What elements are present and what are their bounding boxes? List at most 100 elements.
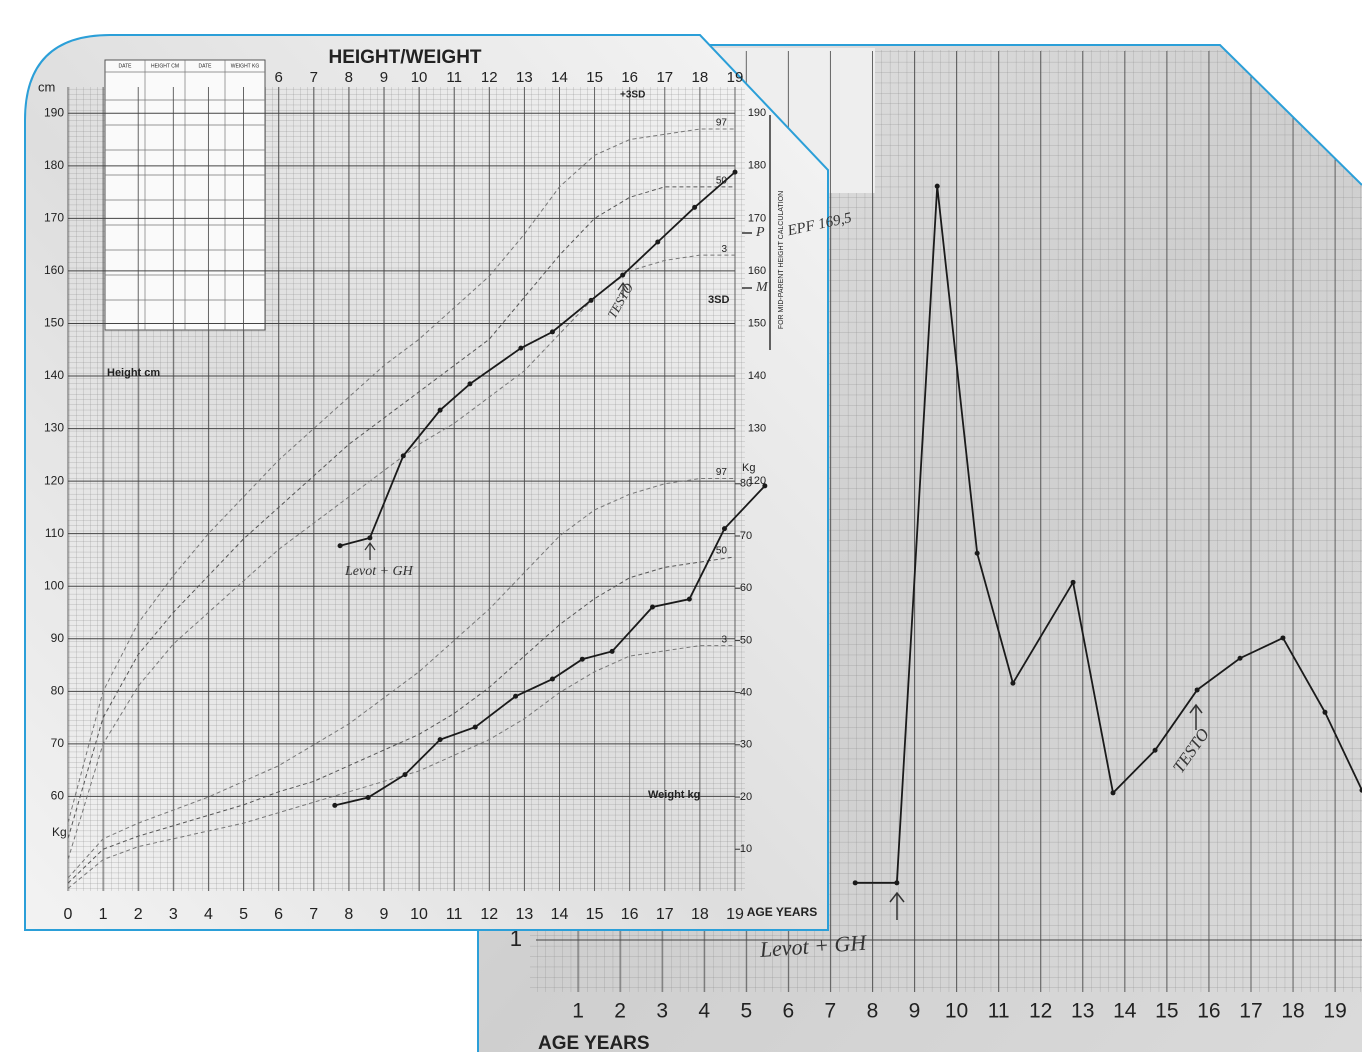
y-tick-label: 90 xyxy=(51,631,65,645)
x-tick-label-top: 18 xyxy=(692,69,709,86)
x-tick-label: 8 xyxy=(867,1000,879,1023)
annotation: M xyxy=(755,280,769,295)
table-header: HEIGHT CM xyxy=(151,63,179,69)
x-tick-label-top: 13 xyxy=(516,69,533,86)
x-tick-label-top: 15 xyxy=(586,69,603,86)
y-tick-label: 160 xyxy=(44,263,64,277)
point xyxy=(1153,748,1158,753)
x-tick-label: 14 xyxy=(1113,1000,1137,1023)
x-axis-label: AGE YEARS xyxy=(747,905,817,919)
percentile-label: 97 xyxy=(716,118,728,129)
x-tick-label: 4 xyxy=(698,1000,710,1023)
y-tick-label: 110 xyxy=(45,526,64,540)
x-tick-label: 5 xyxy=(239,906,248,923)
x-tick-label: 16 xyxy=(621,906,639,923)
chart-title: HEIGHT/WEIGHT xyxy=(328,47,481,68)
point xyxy=(403,772,408,777)
x-tick-label-top: 10 xyxy=(411,69,428,86)
point xyxy=(438,737,443,742)
annotation: Levot + GH xyxy=(344,564,414,579)
x-tick-label-top: 12 xyxy=(481,69,498,86)
point xyxy=(1238,656,1243,661)
y-tick-label: 170 xyxy=(44,211,64,225)
point xyxy=(853,880,858,885)
point xyxy=(367,535,372,540)
point xyxy=(610,649,615,654)
x-tick-label: 17 xyxy=(656,906,674,923)
height-weight-chart: 0123456677889910101111121213131414151516… xyxy=(25,35,854,930)
y-tick-label-right: 150 xyxy=(748,317,766,329)
annotation: 3SD xyxy=(708,294,729,306)
x-tick-label: 11 xyxy=(446,906,463,923)
x-tick-label: 7 xyxy=(825,1000,837,1023)
x-tick-label: 3 xyxy=(169,906,178,923)
y2-tick-label: 20 xyxy=(740,791,752,803)
point xyxy=(438,408,443,413)
x-tick-label: 8 xyxy=(344,906,353,923)
point xyxy=(692,205,697,210)
point xyxy=(1195,687,1200,692)
x-tick-label-top: 14 xyxy=(551,69,568,86)
point xyxy=(935,184,940,189)
percentile-label: 97 xyxy=(716,467,728,478)
x-tick-label: 17 xyxy=(1239,1000,1262,1023)
table-header: DATE xyxy=(199,63,213,69)
y2-tick-label: 30 xyxy=(740,739,752,751)
x-tick-label: 3 xyxy=(656,1000,668,1023)
y-tick-label: 180 xyxy=(44,158,64,172)
point xyxy=(1111,790,1116,795)
point xyxy=(589,298,594,303)
y2-tick-label: 80 xyxy=(740,478,752,490)
point xyxy=(1010,681,1015,686)
point xyxy=(401,453,406,458)
point xyxy=(722,526,727,531)
y2-tick-label: 60 xyxy=(740,582,752,594)
x-tick-label: 16 xyxy=(1197,1000,1220,1023)
x-tick-label: 12 xyxy=(1029,1000,1052,1023)
x-tick-label: 15 xyxy=(1155,1000,1178,1023)
point xyxy=(650,604,655,609)
y-tick-label-right: 170 xyxy=(748,212,766,224)
x-tick-label-top: 9 xyxy=(380,69,388,86)
point xyxy=(366,795,371,800)
x-tick-label: 1 xyxy=(572,1000,584,1023)
y-tick-label-right: 140 xyxy=(748,370,766,382)
annotation: P xyxy=(755,225,765,240)
percentile-label: 3 xyxy=(721,634,727,645)
x-tick-label-top: 17 xyxy=(656,69,673,86)
y-tick-label: 120 xyxy=(44,473,64,487)
y-tick-label: 150 xyxy=(44,316,64,330)
point xyxy=(467,381,472,386)
point xyxy=(975,551,980,556)
x-tick-label: 1 xyxy=(99,906,108,923)
x-tick-label-top: 8 xyxy=(345,69,353,86)
x-tick-label: 13 xyxy=(1071,1000,1094,1023)
x-tick-label: 2 xyxy=(614,1000,626,1023)
y2-unit: Kg xyxy=(52,825,67,839)
x-tick-label: 4 xyxy=(204,906,213,923)
point xyxy=(894,880,899,885)
x-tick-label: 7 xyxy=(309,906,318,923)
x-tick-label: 13 xyxy=(515,906,533,923)
x-tick-label: 14 xyxy=(551,906,569,923)
y-tick-label: 190 xyxy=(44,105,64,119)
point xyxy=(1071,580,1076,585)
y-tick-label-right: 180 xyxy=(748,160,766,172)
point xyxy=(1322,710,1327,715)
y2-tick-label: 70 xyxy=(740,530,752,542)
point xyxy=(332,803,337,808)
x-tick-label: 19 xyxy=(1323,1000,1346,1023)
x-tick-label: 18 xyxy=(691,906,709,923)
point xyxy=(733,170,738,175)
x-tick-label: 6 xyxy=(782,1000,794,1023)
point xyxy=(473,725,478,730)
x-tick-label: 0 xyxy=(64,906,73,923)
point xyxy=(655,240,660,245)
x-axis-label: AGE YEARS xyxy=(538,1033,650,1052)
x-tick-label: 12 xyxy=(480,906,498,923)
y-tick-label: 60 xyxy=(51,789,65,803)
annotation: +3SD xyxy=(620,90,645,101)
x-tick-label-top: 19 xyxy=(727,69,744,86)
x-tick-label: 2 xyxy=(134,906,143,923)
y-tick-label: 100 xyxy=(44,578,64,592)
